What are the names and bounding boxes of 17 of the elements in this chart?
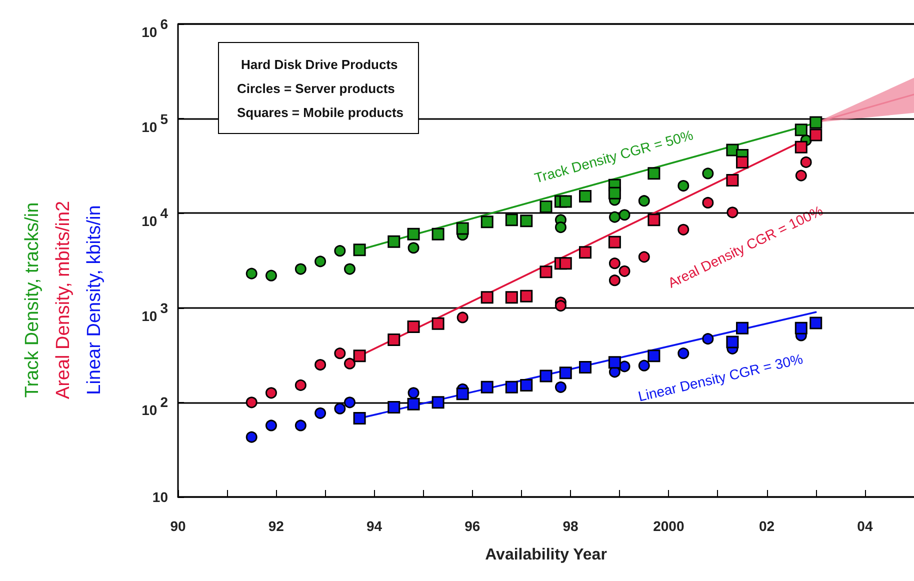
x-tick-label: 02 [759,518,775,534]
x-tick-label: 96 [464,518,480,534]
note-box: Hard Disk Drive Products Circles = Server products Squares = Mobile products [218,42,419,134]
x-tick-label: 04 [857,518,873,534]
annotation: Circles = Server products [237,80,396,98]
annotation: Squares = Mobile products [237,104,404,122]
y-axis-title: Track Density, tracks/in Areal Density, mbits/in2 Linear Density, kbits/in [22,200,106,400]
y-tick-label: 10 [152,488,168,506]
x-tick-label: 92 [268,518,284,534]
x-tick-label: 98 [562,518,579,534]
x-tick-label: 2000 [653,518,684,534]
annotation: Hard Disk Drive Products [240,56,399,74]
x-tick-label: 94 [366,518,382,534]
x-axis-title: Availability Year [485,546,607,564]
text: Track Density CGR = 50% [532,126,695,186]
x-tick-label: 90 [170,518,186,534]
text: Linear Density CGR = 30% [636,350,804,404]
